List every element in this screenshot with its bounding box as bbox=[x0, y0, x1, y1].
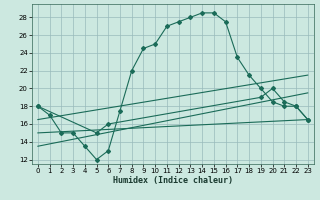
X-axis label: Humidex (Indice chaleur): Humidex (Indice chaleur) bbox=[113, 176, 233, 185]
